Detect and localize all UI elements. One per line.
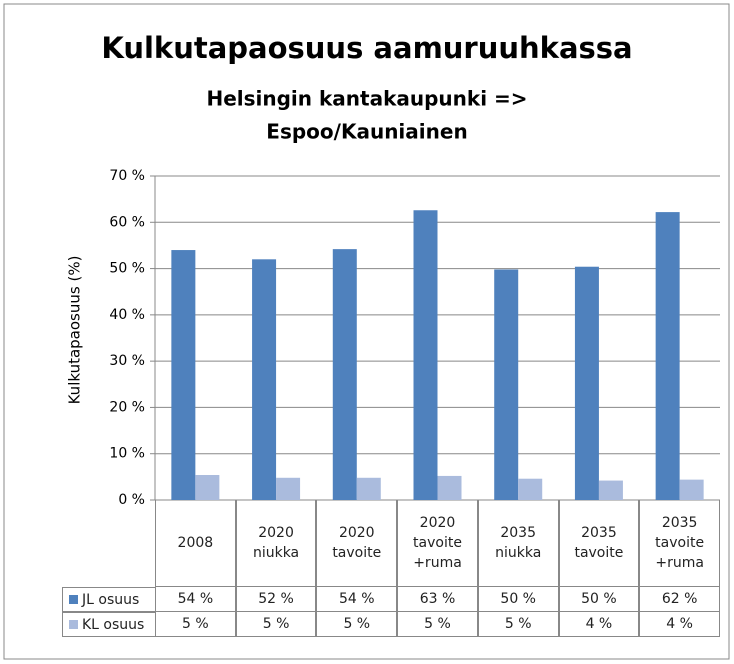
y-tick-label: 70 %: [109, 168, 145, 184]
x-tick-label: 2020 tavoite: [316, 500, 398, 587]
data-table-value-text: 4 %: [666, 616, 693, 632]
x-tick-label-text: 2020 tavoite: [332, 525, 382, 561]
data-table-value: 5 %: [235, 612, 317, 637]
data-table-value: 5 %: [155, 612, 236, 637]
data-table-value-text: 5 %: [343, 616, 371, 632]
data-table-value-text: 5 %: [424, 616, 451, 632]
data-table-value: 52 %: [235, 587, 317, 612]
data-table-value-text: 54 %: [177, 591, 214, 607]
data-table-value-text: 5 %: [262, 616, 290, 632]
data-table-value: 62 %: [639, 587, 720, 612]
x-tick-label: 2035 tavoite: [558, 500, 640, 587]
bar: [413, 210, 438, 500]
bar: [276, 477, 301, 500]
legend-entry: KL osuus: [62, 612, 155, 637]
data-table-value-text: 63 %: [419, 591, 456, 607]
chart-subtitle: Helsingin kantakaupunki =>: [206, 87, 527, 111]
data-table-value: 5 %: [477, 612, 559, 637]
bar: [252, 259, 277, 500]
x-tick-label: 2035 tavoite +ruma: [639, 500, 720, 587]
data-table-value: 63 %: [397, 587, 478, 612]
x-tick-label-text: 2035 niukka: [495, 525, 542, 561]
bar: [494, 269, 519, 500]
data-table-value-text: 54 %: [338, 591, 375, 607]
bar: [518, 478, 543, 500]
bar: [437, 475, 462, 500]
data-table-value: 54 %: [316, 587, 398, 612]
bar: [679, 479, 704, 500]
chart-subtitle: Espoo/Kauniainen: [266, 120, 467, 144]
y-tick-label: 40 %: [109, 307, 145, 323]
x-tick-label: 2008: [155, 500, 236, 587]
y-tick-label: 0 %: [118, 492, 145, 508]
x-tick-label: 2020 tavoite +ruma: [397, 500, 478, 587]
x-tick-label-text: 2035 tavoite +ruma: [655, 515, 705, 571]
data-table-value-text: 62 %: [661, 591, 698, 607]
y-tick-label: 50 %: [109, 261, 145, 277]
data-table-value: 50 %: [477, 587, 559, 612]
data-table-value-text: 52 %: [258, 591, 294, 607]
y-tick-label: 60 %: [109, 214, 145, 230]
legend-label: JL osuus: [82, 591, 140, 608]
y-axis-title: Kulkutapaosuus (%): [66, 256, 84, 405]
y-tick-label: 30 %: [109, 353, 145, 369]
data-table-value-text: 50 %: [500, 591, 536, 607]
x-tick-label: 2020 niukka: [235, 500, 317, 587]
data-table-value: 5 %: [316, 612, 398, 637]
x-tick-label-text: 2020 tavoite +ruma: [413, 515, 462, 571]
bar: [195, 475, 220, 500]
bar: [332, 249, 357, 500]
x-tick-label-text: 2035 tavoite: [574, 525, 624, 561]
bar: [356, 477, 381, 500]
data-table-value-text: 5 %: [504, 616, 532, 632]
legend-key: [69, 620, 78, 629]
bar: [171, 250, 196, 500]
data-table-value: 50 %: [558, 587, 640, 612]
data-table-value-text: 50 %: [581, 591, 617, 607]
y-tick-label: 20 %: [109, 399, 145, 415]
data-table-value-text: 4 %: [585, 616, 613, 632]
data-table-value: 4 %: [558, 612, 640, 637]
data-table-value-text: 5 %: [182, 616, 209, 632]
x-tick-label-text: 2008: [177, 535, 214, 551]
legend-entry: JL osuus: [62, 587, 155, 612]
x-tick-label-text: 2020 niukka: [252, 525, 300, 561]
bar: [574, 266, 599, 500]
chart-title: Kulkutapaosuus aamuruuhkassa: [101, 31, 632, 65]
data-table-value: 5 %: [397, 612, 478, 637]
bar: [598, 480, 623, 500]
data-table-value: 4 %: [639, 612, 720, 637]
bar: [655, 212, 680, 501]
y-tick-label: 10 %: [109, 446, 145, 462]
legend-label: KL osuus: [82, 616, 145, 633]
x-tick-label: 2035 niukka: [477, 500, 559, 587]
chart-border: [3, 3, 730, 660]
legend-key: [69, 595, 78, 604]
data-table-value: 54 %: [155, 587, 236, 612]
